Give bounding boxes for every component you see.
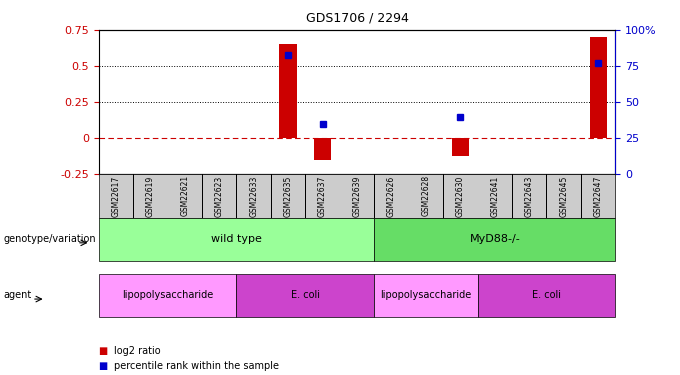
Text: GSM22626: GSM22626 <box>387 176 396 217</box>
Bar <box>279 45 296 138</box>
Text: GSM22637: GSM22637 <box>318 175 327 217</box>
Bar <box>590 37 607 138</box>
Text: wild type: wild type <box>211 234 262 244</box>
Text: GSM22639: GSM22639 <box>352 175 362 217</box>
Text: GSM22633: GSM22633 <box>249 175 258 217</box>
Text: GSM22628: GSM22628 <box>422 176 430 216</box>
Text: lipopolysaccharide: lipopolysaccharide <box>122 290 213 300</box>
Text: GSM22619: GSM22619 <box>146 176 155 217</box>
Text: GSM22635: GSM22635 <box>284 175 292 217</box>
Text: GDS1706 / 2294: GDS1706 / 2294 <box>305 11 409 24</box>
Bar <box>452 138 469 156</box>
Text: GSM22641: GSM22641 <box>490 176 499 217</box>
Text: ■: ■ <box>99 346 111 355</box>
Bar <box>314 138 331 160</box>
Text: ■: ■ <box>99 361 111 370</box>
Text: GSM22630: GSM22630 <box>456 175 465 217</box>
Text: GSM22623: GSM22623 <box>215 176 224 217</box>
Text: E. coli: E. coli <box>532 290 561 300</box>
Text: GSM22621: GSM22621 <box>180 176 189 216</box>
Text: lipopolysaccharide: lipopolysaccharide <box>380 290 471 300</box>
Text: E. coli: E. coli <box>291 290 320 300</box>
Text: MyD88-/-: MyD88-/- <box>469 234 520 244</box>
Text: GSM22643: GSM22643 <box>525 175 534 217</box>
Text: GSM22647: GSM22647 <box>594 175 602 217</box>
Text: genotype/variation: genotype/variation <box>3 234 96 244</box>
Text: GSM22645: GSM22645 <box>559 175 568 217</box>
Text: agent: agent <box>3 290 32 300</box>
Text: percentile rank within the sample: percentile rank within the sample <box>114 361 279 370</box>
Text: GSM22617: GSM22617 <box>112 176 120 217</box>
Text: log2 ratio: log2 ratio <box>114 346 160 355</box>
